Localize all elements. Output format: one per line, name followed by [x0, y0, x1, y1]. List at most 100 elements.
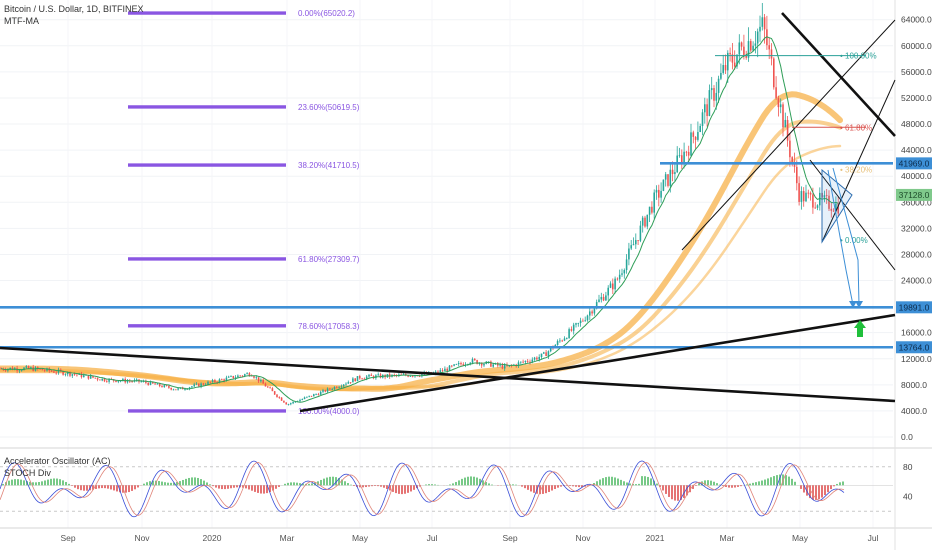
candle-body: [655, 189, 658, 193]
candle-body: [591, 311, 593, 314]
candle-body: [575, 323, 577, 325]
candle-body: [99, 379, 101, 381]
candle-body: [87, 374, 90, 379]
candle-body: [260, 379, 262, 382]
candle-body: [526, 360, 529, 362]
fib-level-label: 23.60%(50619.5): [298, 103, 360, 112]
candle-body: [64, 374, 67, 375]
resistance-trendline[interactable]: [781, 12, 896, 137]
oscillator-bar: [389, 485, 391, 491]
y-tick-label: 24000.0: [901, 276, 932, 286]
oscillator-bar: [653, 480, 655, 486]
candle-body: [103, 378, 106, 382]
projection-path-1[interactable]: [827, 169, 854, 306]
price-axis[interactable]: 0.04000.08000.012000.016000.020000.02400…: [901, 15, 932, 442]
candle-body: [225, 377, 228, 381]
oscillator-bar: [284, 483, 286, 486]
candle-body: [71, 374, 74, 376]
y-tick-label: 48000.0: [901, 119, 932, 129]
oscillator-bar: [689, 485, 691, 493]
candle-body: [177, 388, 179, 390]
indicator-name[interactable]: MTF-MA: [4, 16, 39, 26]
oscillator-bar: [809, 485, 811, 499]
candle-body: [184, 389, 186, 390]
candle-body: [140, 381, 143, 383]
projection-path-2[interactable]: [832, 167, 860, 306]
oscillator-bar: [512, 484, 514, 486]
candle-body: [612, 283, 614, 290]
candle-body: [635, 240, 637, 245]
oscillator-bar: [41, 481, 43, 486]
candle-body: [453, 364, 455, 366]
candle-body: [319, 391, 322, 395]
candle-body: [471, 358, 474, 363]
oscillator-name[interactable]: Accelerator Oscillator (AC): [4, 456, 111, 466]
candle-body: [501, 364, 504, 369]
short-moving-average: [0, 36, 839, 403]
candle-body: [315, 394, 317, 395]
candle-body: [345, 383, 347, 385]
candle-body: [724, 65, 727, 71]
oscillator-bar: [29, 481, 31, 486]
oscillator-bar: [716, 483, 718, 486]
oscillator-bar: [647, 476, 649, 486]
oscillator-bar: [506, 484, 508, 486]
oscillator-bar: [632, 483, 634, 486]
oscillator-bar: [614, 477, 616, 486]
candle-body: [490, 361, 492, 367]
candle-body: [754, 43, 757, 46]
oscillator-bar: [380, 485, 382, 487]
candle-body: [154, 383, 156, 385]
candle-body: [214, 380, 216, 383]
candle-body: [770, 49, 773, 59]
descending-trendline[interactable]: [0, 346, 896, 403]
time-axis[interactable]: Sep Nov 2020 Mar May Jul Sep Nov 2021 Mar May Jul: [60, 533, 878, 543]
oscillator-bar: [11, 479, 13, 486]
candle-body: [678, 155, 681, 157]
oscillator-bar: [236, 485, 238, 488]
candle-body: [697, 132, 699, 140]
candle-body: [218, 379, 221, 383]
candle-body: [101, 378, 103, 381]
candle-body: [538, 357, 540, 360]
price-tag-label: 13764.0: [899, 342, 930, 352]
oscillator-bar: [359, 485, 361, 488]
oscillator-bar: [263, 485, 265, 494]
candle-body: [439, 370, 442, 373]
up-arrow-icon[interactable]: [854, 320, 866, 337]
candle-body: [331, 389, 333, 391]
candle-body: [835, 203, 837, 212]
candle-body: [340, 386, 343, 388]
oscillator-bar: [275, 485, 277, 489]
candle-body: [570, 329, 573, 331]
x-tick-label: May: [352, 533, 369, 543]
candle-body: [446, 368, 448, 371]
candle-body: [582, 320, 584, 322]
candle-body: [455, 364, 458, 365]
drawing-tools[interactable]: • 100.00% • 61.80% • 38.20% • 0.00%: [0, 12, 896, 413]
candle-body: [789, 140, 791, 158]
candle-body: [441, 370, 444, 372]
price-tag-box: [896, 301, 932, 314]
channel-line-upper[interactable]: [681, 19, 896, 251]
candle-body: [152, 381, 154, 384]
stoch-div-name[interactable]: STOCH Div: [4, 468, 51, 478]
oscillator-bar: [758, 481, 760, 486]
fibonacci-retracement[interactable]: 0.00%(65020.2) 23.60%(50619.5) 38.20%(4171…: [128, 9, 360, 416]
candle-body: [237, 375, 239, 378]
candle-body: [230, 375, 232, 377]
oscillator-bar: [413, 485, 415, 490]
channel-line-right[interactable]: [821, 79, 896, 243]
channel-line-lower[interactable]: [809, 159, 896, 271]
oscillator-bar: [557, 485, 559, 488]
candle-body: [706, 104, 708, 117]
candle-body: [499, 364, 501, 366]
candle-body: [444, 368, 446, 372]
oscillator-bar: [335, 477, 337, 486]
ascending-trendline[interactable]: [299, 313, 896, 413]
oscillator-bar: [83, 485, 85, 491]
oscillator-bar: [65, 481, 67, 486]
symbol-title[interactable]: Bitcoin / U.S. Dollar, 1D, BITFINEX: [4, 4, 144, 14]
oscillator-bar: [464, 477, 466, 486]
